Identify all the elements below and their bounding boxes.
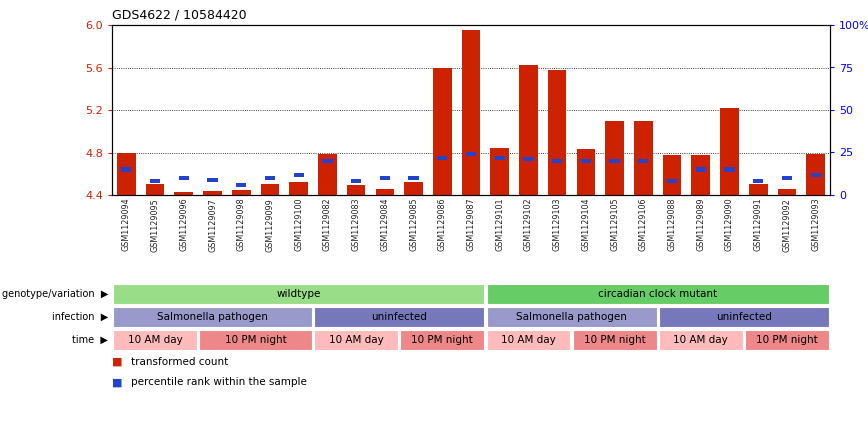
Bar — [745, 330, 829, 350]
Bar — [634, 121, 653, 195]
Bar — [293, 173, 304, 177]
Bar — [581, 159, 591, 163]
Bar — [462, 30, 480, 195]
Bar — [150, 179, 161, 184]
Bar — [400, 330, 484, 350]
Text: wildtype: wildtype — [277, 289, 321, 299]
Bar — [725, 168, 734, 171]
Text: infection  ▶: infection ▶ — [52, 312, 108, 322]
Bar — [232, 190, 251, 195]
Bar — [486, 307, 656, 327]
Text: uninfected: uninfected — [372, 312, 427, 322]
Text: 10 AM day: 10 AM day — [329, 335, 384, 345]
Bar — [260, 184, 279, 195]
Bar — [322, 159, 332, 163]
Text: 10 AM day: 10 AM day — [501, 335, 556, 345]
Bar — [749, 184, 767, 195]
Bar — [314, 307, 484, 327]
Bar — [490, 148, 509, 195]
Text: 10 PM night: 10 PM night — [225, 335, 286, 345]
Bar — [203, 191, 222, 195]
Bar — [265, 176, 275, 180]
Bar — [662, 155, 681, 195]
Text: 10 PM night: 10 PM night — [583, 335, 646, 345]
Bar — [667, 179, 677, 184]
Text: uninfected: uninfected — [716, 312, 772, 322]
Text: percentile rank within the sample: percentile rank within the sample — [131, 377, 307, 387]
Bar — [113, 284, 484, 304]
Bar — [113, 307, 312, 327]
Text: ■: ■ — [112, 377, 122, 387]
Bar — [605, 121, 624, 195]
Bar — [806, 154, 825, 195]
Bar — [466, 152, 477, 156]
Bar — [409, 176, 418, 180]
Bar — [638, 159, 648, 163]
Text: 10 PM night: 10 PM night — [411, 335, 473, 345]
Text: time  ▶: time ▶ — [72, 335, 108, 345]
Bar — [720, 108, 739, 195]
Bar — [486, 284, 829, 304]
Bar — [609, 159, 620, 163]
Bar — [289, 182, 308, 195]
Bar — [437, 156, 447, 159]
Text: ■: ■ — [112, 357, 122, 367]
Bar — [174, 192, 194, 195]
Bar — [347, 185, 365, 195]
Text: 10 AM day: 10 AM day — [674, 335, 728, 345]
Text: transformed count: transformed count — [131, 357, 228, 367]
Bar — [548, 70, 567, 195]
Bar — [404, 182, 423, 195]
Bar — [778, 189, 796, 195]
Bar — [379, 176, 390, 180]
Bar — [236, 183, 247, 187]
Bar — [351, 179, 361, 184]
Bar — [659, 330, 743, 350]
Bar — [519, 66, 538, 195]
Bar — [200, 330, 312, 350]
Bar — [433, 68, 451, 195]
Bar — [117, 153, 135, 195]
Bar — [659, 307, 829, 327]
Text: Salmonella pathogen: Salmonella pathogen — [157, 312, 268, 322]
Bar — [692, 155, 710, 195]
Bar — [146, 184, 164, 195]
Bar — [753, 179, 763, 184]
Bar — [318, 154, 337, 195]
Bar — [576, 149, 595, 195]
Bar — [314, 330, 398, 350]
Bar — [811, 173, 821, 177]
Text: GDS4622 / 10584420: GDS4622 / 10584420 — [112, 8, 247, 21]
Text: Salmonella pathogen: Salmonella pathogen — [516, 312, 627, 322]
Bar — [179, 176, 189, 180]
Bar — [573, 330, 656, 350]
Bar — [486, 330, 570, 350]
Text: 10 AM day: 10 AM day — [128, 335, 182, 345]
Bar — [495, 156, 505, 159]
Bar — [523, 157, 534, 161]
Text: genotype/variation  ▶: genotype/variation ▶ — [2, 289, 108, 299]
Bar — [207, 178, 218, 182]
Text: 10 PM night: 10 PM night — [756, 335, 818, 345]
Bar — [695, 168, 706, 171]
Text: circadian clock mutant: circadian clock mutant — [598, 289, 717, 299]
Bar — [782, 176, 792, 180]
Bar — [113, 330, 197, 350]
Bar — [552, 159, 562, 163]
Bar — [122, 168, 131, 171]
Bar — [376, 189, 394, 195]
